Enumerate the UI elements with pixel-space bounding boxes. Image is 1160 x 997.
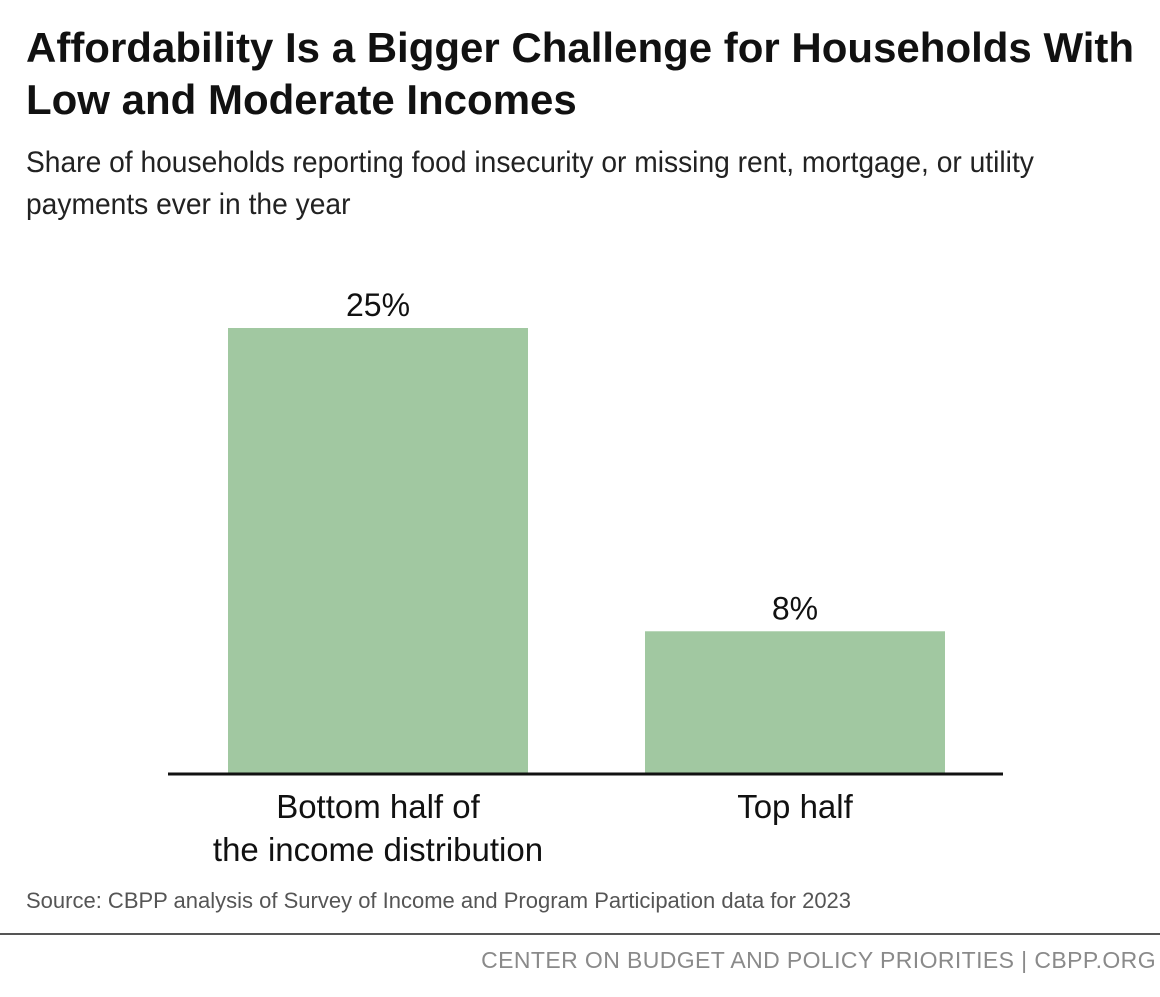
category-label-line: Top half — [737, 788, 853, 825]
source-note: Source: CBPP analysis of Survey of Incom… — [26, 888, 852, 913]
bar-0 — [228, 328, 528, 774]
data-label-0: 25% — [346, 287, 410, 323]
footer-credit: CENTER ON BUDGET AND POLICY PRIORITIES |… — [481, 947, 1156, 973]
footer-divider — [0, 933, 1160, 935]
category-label-0: Bottom half of the income distribution — [213, 788, 543, 868]
chart-title: Affordability Is a Bigger Challenge for … — [26, 24, 1135, 123]
category-label-1: Top half — [737, 788, 853, 825]
chart-subtitle: Share of households reporting food insec… — [26, 146, 1034, 221]
bar-chart: 25% Bottom half of the income distribution… — [168, 287, 1003, 868]
data-label-1: 8% — [772, 590, 818, 626]
category-label-line: Bottom half of — [276, 788, 480, 825]
category-label-line: the income distribution — [213, 831, 543, 868]
bar-1 — [645, 631, 945, 774]
